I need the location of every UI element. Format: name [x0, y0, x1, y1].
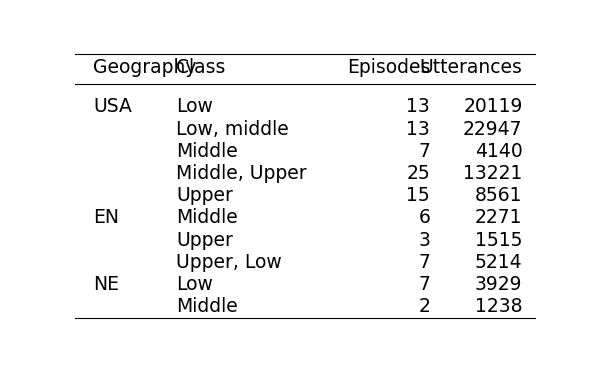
- Text: 3929: 3929: [475, 275, 523, 294]
- Text: Middle: Middle: [176, 297, 238, 316]
- Text: 7: 7: [418, 142, 430, 161]
- Text: 2271: 2271: [475, 209, 523, 227]
- Text: Middle: Middle: [176, 209, 238, 227]
- Text: 7: 7: [418, 253, 430, 272]
- Text: 4140: 4140: [475, 142, 523, 161]
- Text: 13: 13: [406, 120, 430, 138]
- Text: Low, middle: Low, middle: [176, 120, 289, 138]
- Text: Episodes: Episodes: [347, 58, 430, 77]
- Text: Low: Low: [176, 98, 213, 116]
- Text: Middle, Upper: Middle, Upper: [176, 164, 307, 183]
- Text: 7: 7: [418, 275, 430, 294]
- Text: 15: 15: [406, 186, 430, 205]
- Text: 1238: 1238: [475, 297, 523, 316]
- Text: 8561: 8561: [475, 186, 523, 205]
- Text: USA: USA: [93, 98, 132, 116]
- Text: Upper, Low: Upper, Low: [176, 253, 282, 272]
- Text: 5214: 5214: [475, 253, 523, 272]
- Text: 20119: 20119: [463, 98, 523, 116]
- Text: NE: NE: [93, 275, 119, 294]
- Text: 6: 6: [418, 209, 430, 227]
- Text: 25: 25: [406, 164, 430, 183]
- Text: 2: 2: [418, 297, 430, 316]
- Text: Geography: Geography: [93, 58, 197, 77]
- Text: 1515: 1515: [475, 231, 523, 250]
- Text: 13221: 13221: [463, 164, 523, 183]
- Text: Class: Class: [176, 58, 225, 77]
- Text: Utterances: Utterances: [420, 58, 523, 77]
- Text: 22947: 22947: [463, 120, 523, 138]
- Text: Upper: Upper: [176, 186, 233, 205]
- Text: Upper: Upper: [176, 231, 233, 250]
- Text: 13: 13: [406, 98, 430, 116]
- Text: EN: EN: [93, 209, 119, 227]
- Text: Middle: Middle: [176, 142, 238, 161]
- Text: 3: 3: [418, 231, 430, 250]
- Text: Low: Low: [176, 275, 213, 294]
